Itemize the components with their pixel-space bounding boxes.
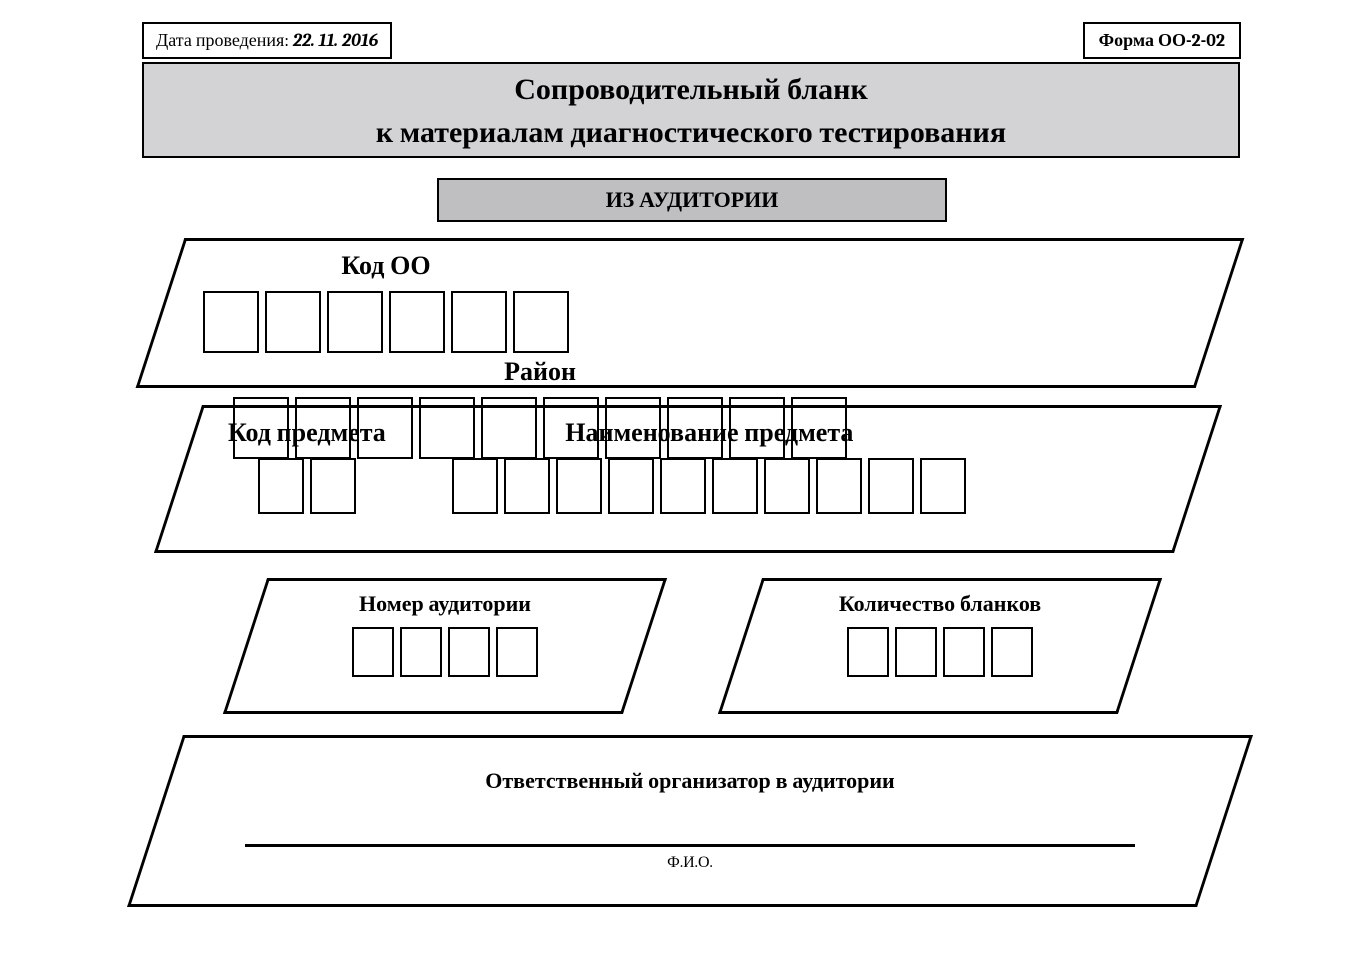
input-cell[interactable] <box>504 458 550 514</box>
label-district: Район <box>230 357 850 387</box>
input-cell[interactable] <box>496 627 538 677</box>
input-cell[interactable] <box>816 458 862 514</box>
form-code-box: Форма ОО-2-02 <box>1083 22 1241 59</box>
input-cell[interactable] <box>258 458 304 514</box>
input-cell[interactable] <box>556 458 602 514</box>
input-cell[interactable] <box>400 627 442 677</box>
field-form-count: Количество бланков <box>770 591 1110 681</box>
signature-line[interactable] <box>245 844 1135 847</box>
field-subject-code: Код предмета <box>228 418 386 518</box>
input-cell[interactable] <box>943 627 985 677</box>
block-room-number: Номер аудитории <box>223 578 667 714</box>
signature-caption: Ф.И.О. <box>185 853 1195 872</box>
date-box: Дата проведения: 22. 11. 2016 <box>142 22 392 59</box>
form-code: Форма ОО-2-02 <box>1099 30 1225 51</box>
input-cell[interactable] <box>991 627 1033 677</box>
input-cell[interactable] <box>660 458 706 514</box>
cells-code-oo[interactable] <box>200 291 572 357</box>
field-room-number: Номер аудитории <box>275 591 615 681</box>
room-banner-text: ИЗ АУДИТОРИИ <box>606 187 779 213</box>
block-subject: Код предмета Наименование предмета <box>154 405 1222 553</box>
input-cell[interactable] <box>895 627 937 677</box>
label-organizer: Ответственный организатор в аудитории <box>185 768 1195 794</box>
input-cell[interactable] <box>203 291 259 353</box>
cells-room-number[interactable] <box>275 627 615 681</box>
input-cell[interactable] <box>310 458 356 514</box>
date-label: Дата проведения: <box>156 30 289 51</box>
label-code-oo: Код ОО <box>200 251 572 281</box>
input-cell[interactable] <box>451 291 507 353</box>
label-room-number: Номер аудитории <box>275 591 615 617</box>
input-cell[interactable] <box>352 627 394 677</box>
input-cell[interactable] <box>448 627 490 677</box>
field-subject-name: Наименование предмета <box>449 418 969 518</box>
cells-subject-code[interactable] <box>228 458 386 518</box>
cells-subject-name[interactable] <box>449 458 969 518</box>
input-cell[interactable] <box>389 291 445 353</box>
input-cell[interactable] <box>868 458 914 514</box>
label-subject-code: Код предмета <box>228 418 386 448</box>
input-cell[interactable] <box>452 458 498 514</box>
label-subject-name: Наименование предмета <box>449 418 969 448</box>
date-value: 22. 11. 2016 <box>293 30 378 51</box>
title-block: Сопроводительный бланк к материалам диаг… <box>142 62 1240 158</box>
block-organizer: Ответственный организатор в аудитории Ф.… <box>127 735 1253 907</box>
input-cell[interactable] <box>712 458 758 514</box>
title-line-1: Сопроводительный бланк <box>144 72 1238 107</box>
input-cell[interactable] <box>513 291 569 353</box>
block-form-count: Количество бланков <box>718 578 1162 714</box>
input-cell[interactable] <box>265 291 321 353</box>
block-code-district: Код ОО Район <box>136 238 1245 388</box>
label-form-count: Количество бланков <box>770 591 1110 617</box>
input-cell[interactable] <box>847 627 889 677</box>
input-cell[interactable] <box>608 458 654 514</box>
input-cell[interactable] <box>764 458 810 514</box>
cells-form-count[interactable] <box>770 627 1110 681</box>
input-cell[interactable] <box>920 458 966 514</box>
room-banner: ИЗ АУДИТОРИИ <box>437 178 947 222</box>
title-line-2: к материалам диагностического тестирован… <box>144 115 1238 150</box>
field-code-oo: Код ОО <box>200 251 572 357</box>
input-cell[interactable] <box>327 291 383 353</box>
